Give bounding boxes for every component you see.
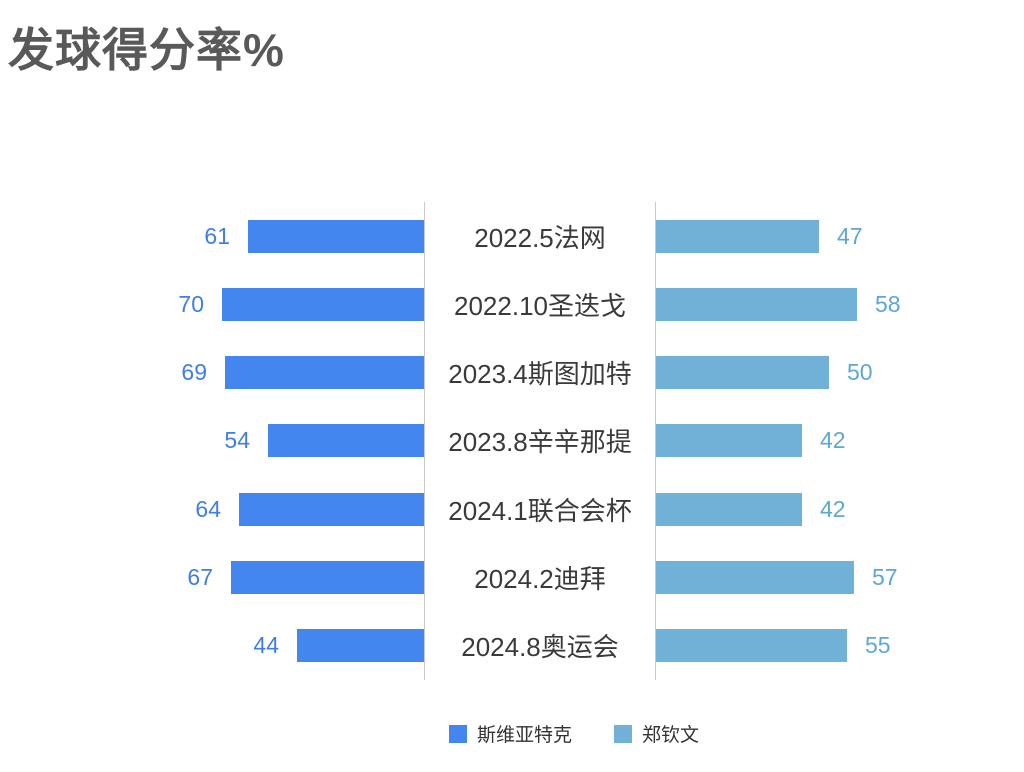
zheng-bar-cell: 42 xyxy=(656,475,934,543)
legend-swatch-zheng-icon xyxy=(614,724,632,743)
swiatek-bar-cell: 44 xyxy=(160,612,424,680)
zheng-bar-cell: 50 xyxy=(656,339,934,407)
zheng-value-label: 47 xyxy=(837,222,863,249)
zheng-bar xyxy=(656,219,819,253)
zheng-bar xyxy=(656,561,854,595)
category-label: 2023.8辛辛那提 xyxy=(424,406,656,476)
swiatek-value-label: 64 xyxy=(195,495,221,522)
swiatek-bar-cell: 69 xyxy=(160,339,424,407)
zheng-bar xyxy=(656,424,802,458)
chart-row: 70 2022.10圣迭戈 58 xyxy=(160,270,934,339)
zheng-value-label: 57 xyxy=(872,564,898,591)
chart-row: 44 2024.8奥运会 55 xyxy=(160,611,934,680)
zheng-bar xyxy=(656,492,802,526)
swiatek-value-label: 61 xyxy=(204,222,230,249)
legend-swatch-swiatek-icon xyxy=(448,724,467,743)
chart-row: 67 2024.2迪拜 57 xyxy=(160,543,934,612)
category-label: 2023.4斯图加特 xyxy=(424,338,656,407)
swiatek-bar xyxy=(239,492,424,526)
zheng-value-label: 50 xyxy=(847,359,873,386)
legend-label-zheng: 郑钦文 xyxy=(642,725,700,746)
zheng-bar xyxy=(656,356,829,390)
swiatek-bar xyxy=(297,629,424,663)
legend-label-swiatek: 斯维亚特克 xyxy=(476,725,572,746)
swiatek-bar xyxy=(248,219,424,253)
zheng-value-label: 55 xyxy=(865,632,891,659)
zheng-value-label: 42 xyxy=(820,495,846,522)
chart-row: 61 2022.5法网 47 xyxy=(160,202,934,271)
swiatek-value-label: 70 xyxy=(178,290,204,317)
swiatek-bar-cell: 61 xyxy=(160,202,424,270)
swiatek-bar xyxy=(225,356,424,390)
category-label: 2022.5法网 xyxy=(424,202,656,271)
zheng-bar xyxy=(656,629,847,663)
category-label: 2024.1联合会杯 xyxy=(424,475,656,544)
swiatek-value-label: 44 xyxy=(253,632,279,659)
swiatek-value-label: 54 xyxy=(224,427,250,454)
tornado-chart: 61 2022.5法网 47 70 2022.10圣迭戈 58 69 2023.4斯图加特 50… xyxy=(160,202,934,680)
category-label: 2022.10圣迭戈 xyxy=(424,270,656,339)
legend-item-swiatek: 斯维亚特克 xyxy=(448,720,572,747)
chart-row: 69 2023.4斯图加特 50 xyxy=(160,338,934,407)
swiatek-value-label: 69 xyxy=(181,359,207,386)
zheng-value-label: 58 xyxy=(875,290,901,317)
zheng-value-label: 42 xyxy=(820,427,846,454)
zheng-bar-cell: 42 xyxy=(656,407,934,475)
swiatek-bar-cell: 64 xyxy=(160,475,424,543)
chart-legend: 斯维亚特克 郑钦文 xyxy=(62,720,1024,747)
swiatek-bar xyxy=(231,561,424,595)
chart-title: 发球得分率% xyxy=(8,24,285,76)
zheng-bar-cell: 55 xyxy=(656,612,934,680)
zheng-bar-cell: 47 xyxy=(656,202,934,270)
legend-item-zheng: 郑钦文 xyxy=(614,720,699,747)
swiatek-bar-cell: 70 xyxy=(160,270,424,338)
swiatek-bar xyxy=(222,287,424,321)
swiatek-bar xyxy=(268,424,424,458)
chart-row: 64 2024.1联合会杯 42 xyxy=(160,475,934,544)
swiatek-bar-cell: 54 xyxy=(160,407,424,475)
swiatek-value-label: 67 xyxy=(187,564,213,591)
zheng-bar xyxy=(656,287,857,321)
category-label: 2024.8奥运会 xyxy=(424,611,656,680)
zheng-bar-cell: 57 xyxy=(656,543,934,611)
zheng-bar-cell: 58 xyxy=(656,270,934,338)
category-label: 2024.2迪拜 xyxy=(424,543,656,612)
swiatek-bar-cell: 67 xyxy=(160,543,424,611)
chart-row: 54 2023.8辛辛那提 42 xyxy=(160,406,934,476)
